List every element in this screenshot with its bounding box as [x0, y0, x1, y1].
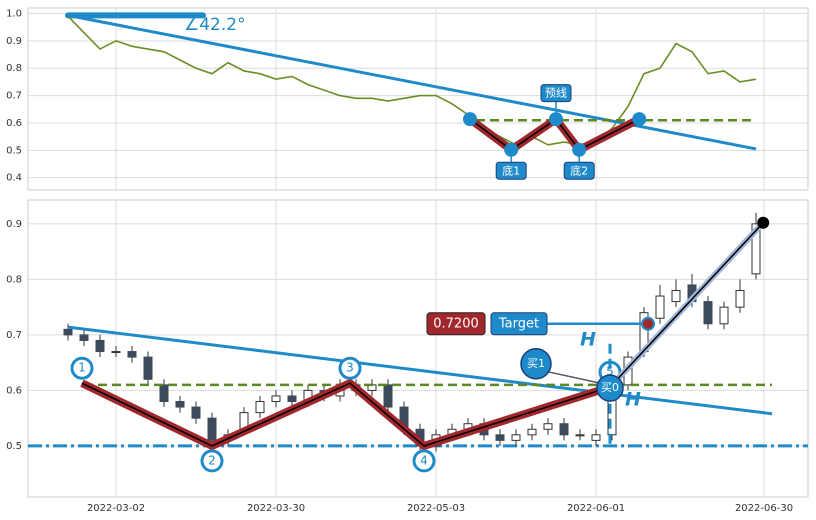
- y-tick-label: 0.6: [6, 118, 22, 129]
- top-panel: [27, 7, 809, 191]
- candle-body: [703, 301, 713, 325]
- h-label: H: [580, 328, 596, 350]
- candle-body: [127, 351, 137, 358]
- buy-marker: [520, 348, 552, 380]
- candle-body: [255, 401, 265, 414]
- bottom-panel: [27, 199, 809, 498]
- label-box: [563, 161, 595, 180]
- h-label: H: [625, 388, 641, 410]
- candle-body: [111, 351, 121, 354]
- label-box: [495, 161, 527, 180]
- trend-line: [67, 325, 773, 416]
- buy-label: 买1: [527, 357, 545, 370]
- target-box: [490, 312, 548, 336]
- y-tick-label: 0.8: [6, 63, 22, 74]
- candle-body: [383, 384, 393, 408]
- target-marker: [641, 316, 655, 331]
- pattern-point: [632, 112, 647, 127]
- zigzag-marker: [200, 449, 224, 473]
- buy-marker: [596, 374, 624, 402]
- candle-body: [207, 417, 217, 441]
- y-tick-label: 0.7: [6, 330, 22, 341]
- pattern-label: 预线: [545, 86, 567, 100]
- zigzag-label: 5: [606, 365, 614, 379]
- target-line: [609, 222, 764, 388]
- y-tick-label: 0.8: [6, 274, 22, 285]
- zigzag-label: 1: [78, 361, 86, 375]
- zigzag-line: [81, 382, 611, 447]
- angle-label: ∠42.2°: [184, 15, 246, 35]
- target-value-label: 0.7200: [433, 316, 479, 331]
- target-label: Target: [498, 316, 539, 331]
- candle-body: [511, 434, 521, 441]
- y-tick-label: 0.4: [6, 173, 22, 184]
- candle-body: [63, 328, 73, 336]
- candle-body: [271, 395, 281, 403]
- buy-label: 买0: [601, 381, 619, 394]
- y-tick-label: 0.5: [6, 145, 22, 156]
- y-tick-label: 0.9: [6, 36, 22, 47]
- pattern-label: 底1: [502, 163, 520, 177]
- candle-body: [79, 334, 89, 341]
- candle-body: [751, 223, 761, 275]
- x-tick-label: 2022-06-01: [567, 503, 625, 514]
- candle-body: [671, 289, 681, 303]
- trend-line: [67, 13, 757, 151]
- y-tick-label: 0.6: [6, 385, 22, 396]
- zigzag-marker: [70, 356, 94, 380]
- candle-body: [495, 434, 505, 441]
- y-tick-label: 0.7: [6, 91, 22, 102]
- pattern-point: [463, 112, 477, 127]
- candle-body: [655, 295, 665, 319]
- end-dot: [757, 216, 770, 229]
- zigzag-marker: [338, 356, 362, 380]
- zigzag-label: 4: [420, 453, 428, 467]
- candle-body: [287, 395, 297, 403]
- candle-body: [543, 423, 553, 430]
- target-value-box: [426, 312, 486, 336]
- x-tick-label: 2022-06-30: [735, 503, 793, 514]
- buy-pointer: [547, 371, 601, 384]
- zigzag-label: 2: [208, 453, 216, 467]
- candle-body: [175, 401, 185, 408]
- y-tick-label: 0.5: [6, 441, 22, 452]
- candle-body: [159, 384, 169, 403]
- candle-body: [575, 434, 585, 437]
- candle-body: [527, 428, 537, 436]
- candle-body: [191, 406, 201, 419]
- candle-body: [719, 306, 729, 325]
- pattern-label: 底2: [570, 163, 588, 177]
- x-tick-label: 2022-03-02: [87, 503, 145, 514]
- label-box: [540, 84, 572, 103]
- candle-body: [735, 289, 745, 308]
- y-tick-label: 1.0: [6, 8, 22, 19]
- candle-body: [559, 423, 569, 436]
- x-tick-label: 2022-05-03: [407, 503, 465, 514]
- candle-body: [591, 434, 601, 441]
- y-tick-label: 0.9: [6, 219, 22, 230]
- candle-body: [95, 339, 105, 353]
- zigzag-marker: [412, 449, 436, 473]
- zigzag-label: 3: [346, 361, 354, 375]
- x-tick-label: 2022-03-30: [247, 503, 305, 514]
- candle-body: [143, 356, 153, 380]
- price-line: [67, 15, 757, 146]
